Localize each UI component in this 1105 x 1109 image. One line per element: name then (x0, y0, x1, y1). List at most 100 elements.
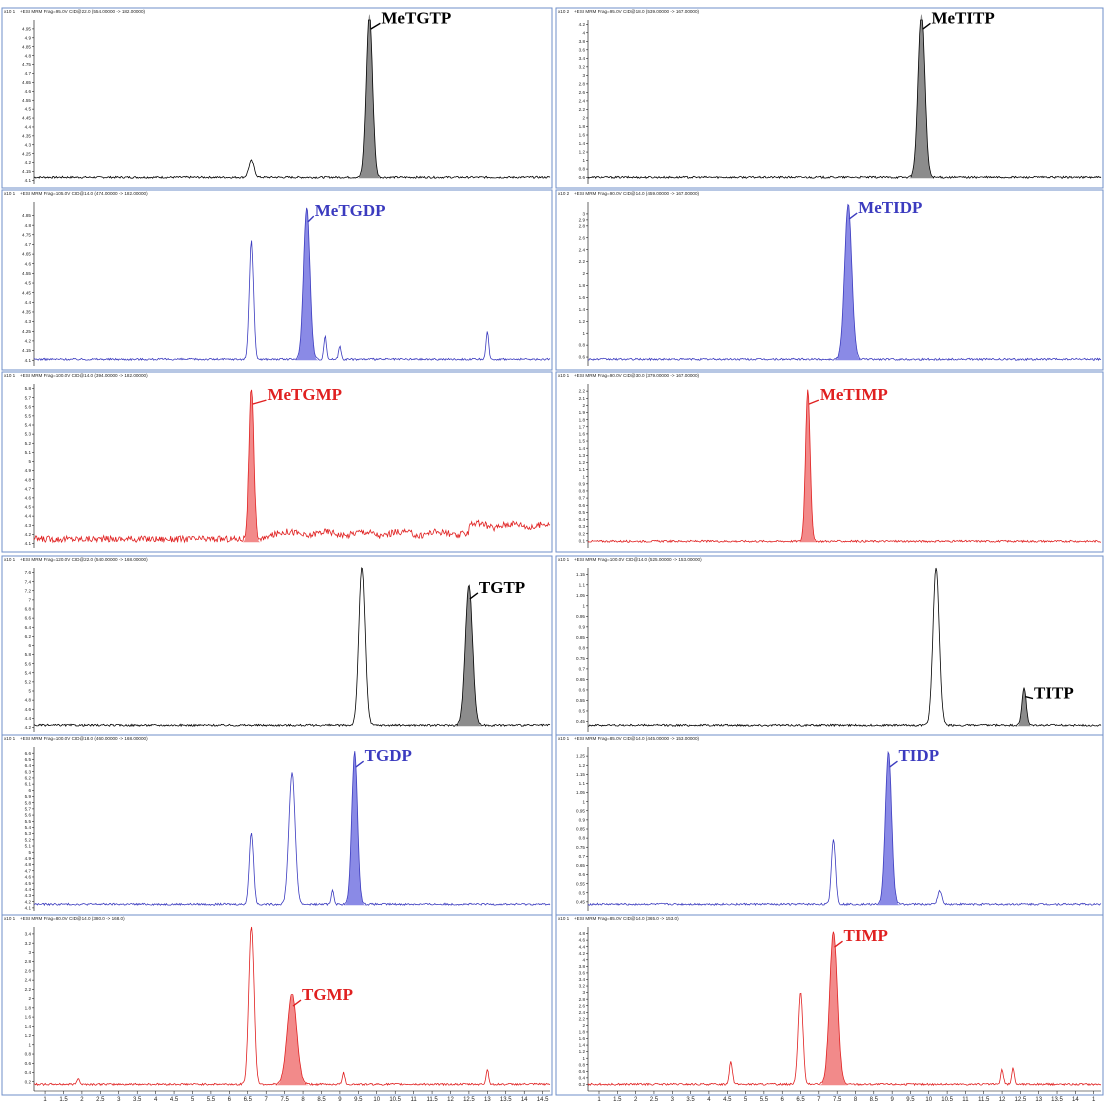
x-tick-label: 13.5 (500, 1097, 512, 1103)
y-tick-label: 0.8 (579, 1062, 586, 1067)
x-tick-label: 8.5 (870, 1097, 879, 1103)
filled-peak (819, 932, 848, 1086)
scale-label: x10 2 (558, 9, 570, 14)
y-tick-label: 5.2 (25, 679, 32, 684)
y-tick-label: 1.7 (579, 424, 586, 429)
y-tick-label: 3.6 (579, 47, 586, 52)
x-tick-label: 13.5 (1051, 1097, 1063, 1103)
y-tick-label: 4.8 (579, 931, 586, 936)
x-tick-label: 11 (411, 1097, 418, 1103)
y-tick-label: 0.6 (25, 1061, 32, 1066)
panel-frame (1, 371, 553, 553)
y-tick-label: 0.2 (579, 531, 586, 536)
y-tick-label: 1.2 (579, 460, 586, 465)
y-tick-label: 0.8 (579, 489, 586, 494)
label-leader (370, 22, 381, 30)
trace-line (587, 931, 1102, 1087)
x-tick-label: 7.5 (280, 1097, 289, 1103)
y-tick-label: 3.2 (579, 984, 586, 989)
y-tick-label: 1 (582, 331, 585, 336)
y-tick-label: 4.5 (25, 281, 32, 286)
y-tick-label: 0.45 (576, 719, 585, 724)
x-tick-label: 9.5 (906, 1097, 915, 1103)
y-tick-label: 4.4 (25, 300, 32, 305)
x-tick-label: 6.5 (244, 1097, 253, 1103)
y-tick-label: 1.8 (579, 1030, 586, 1035)
scale-label: x10 1 (4, 916, 16, 921)
x-tick-label: 1 (597, 1097, 601, 1103)
filled-peak (344, 752, 366, 906)
x-tick-label: 2 (634, 1097, 638, 1103)
y-tick-label: 1.2 (579, 150, 586, 155)
panel-header: +ESI MRM Frag=95.0V CID@22.0 (554.00000 … (20, 9, 146, 14)
y-tick-label: 2.6 (579, 90, 586, 95)
y-tick-label: 0.6 (579, 503, 586, 508)
y-tick-label: 6.2 (25, 776, 32, 781)
y-tick-label: 2.2 (579, 389, 586, 394)
y-tick-label: 2.8 (25, 959, 32, 964)
peak-label-titp: TITP (1034, 684, 1074, 703)
y-tick-label: 4.5 (25, 881, 32, 886)
y-tick-label: 5.4 (25, 825, 32, 830)
y-tick-label: 1.3 (579, 453, 586, 458)
y-tick-label: 5 (28, 459, 31, 464)
y-tick-label: 1.2 (579, 319, 586, 324)
x-tick-label: 4.5 (723, 1097, 732, 1103)
y-tick-label: 4.2 (579, 22, 586, 27)
panel-frame (555, 7, 1104, 189)
y-tick-label: 1.15 (576, 772, 585, 777)
y-tick-label: 6.2 (25, 634, 32, 639)
x-tick-label: 8.5 (317, 1097, 326, 1103)
y-tick-label: 0.8 (25, 1052, 32, 1057)
y-tick-label: 4.55 (22, 271, 31, 276)
y-tick-label: 4.25 (22, 151, 31, 156)
peak-label-tgdp: TGDP (365, 746, 412, 765)
y-tick-label: 4.9 (25, 468, 32, 473)
x-tick-label: 1 (43, 1097, 47, 1103)
y-tick-label: 4.8 (25, 223, 32, 228)
scale-label: x10 1 (558, 736, 570, 741)
x-tick-label: 14.5 (537, 1097, 549, 1103)
y-tick-label: 5.1 (25, 844, 32, 849)
y-tick-label: 0.6 (579, 355, 586, 360)
label-leader (922, 22, 931, 30)
y-tick-label: 2.2 (579, 259, 586, 264)
y-tick-label: 5.2 (25, 837, 32, 842)
x-tick-label: 7 (265, 1097, 269, 1103)
y-tick-label: 2 (582, 403, 585, 408)
y-tick-label: 6.6 (25, 616, 32, 621)
x-tick-label: 3.5 (686, 1097, 695, 1103)
y-tick-label: 4.25 (22, 329, 31, 334)
y-tick-label: 4.6 (25, 261, 32, 266)
y-tick-label: 0.8 (579, 167, 586, 172)
y-tick-label: 2.2 (25, 987, 32, 992)
x-tick-label: 4 (154, 1097, 158, 1103)
x-tick-label: 3.5 (133, 1097, 142, 1103)
y-tick-label: 4.15 (22, 169, 31, 174)
x-tick-label: 6.5 (796, 1097, 805, 1103)
y-tick-label: 0.95 (576, 808, 585, 813)
y-tick-label: 7 (28, 597, 31, 602)
y-tick-label: 4.8 (25, 53, 32, 58)
label-leader (1024, 695, 1034, 700)
y-tick-label: 4.6 (25, 89, 32, 94)
chromatogram-panel-metitp: x10 2 +ESI MRM Frag=95.0V CID@18.0 (539.0… (555, 7, 1104, 189)
y-tick-label: 4.65 (22, 252, 31, 257)
x-tick-label: 5 (191, 1097, 195, 1103)
y-tick-label: 3.8 (579, 964, 586, 969)
y-tick-label: 0.45 (576, 899, 585, 904)
y-tick-label: 4.75 (22, 232, 31, 237)
y-tick-label: 6.4 (25, 625, 32, 630)
y-tick-label: 3 (582, 212, 585, 217)
x-tick-label: 12.5 (463, 1097, 475, 1103)
y-tick-label: 6.4 (25, 763, 32, 768)
filled-peak (357, 14, 381, 179)
y-tick-label: 6.3 (25, 769, 32, 774)
y-tick-label: 4.45 (22, 290, 31, 295)
y-tick-label: 2.4 (579, 99, 586, 104)
y-tick-label: 4.3 (25, 523, 32, 528)
y-tick-label: 3.8 (579, 39, 586, 44)
y-tick-label: 6 (28, 788, 31, 793)
y-tick-label: 6.1 (25, 782, 32, 787)
y-tick-label: 4.9 (25, 856, 32, 861)
